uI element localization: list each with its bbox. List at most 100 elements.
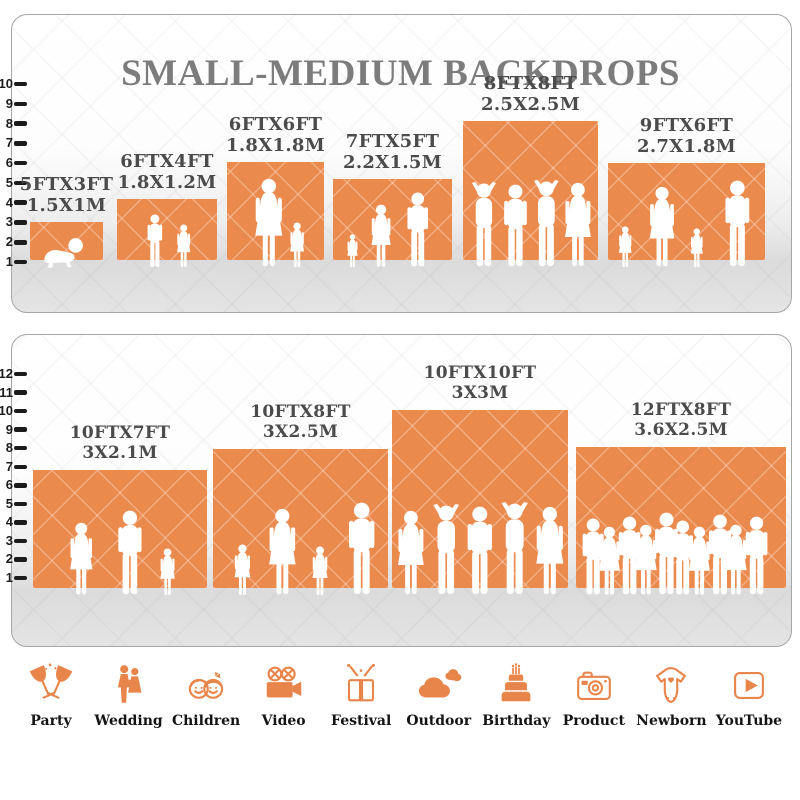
person-silhouette — [143, 214, 167, 268]
bar-size-m: 3X3M — [451, 382, 509, 403]
bar-size-m: 1.8X1.2M — [117, 171, 217, 193]
axis-tick-mark — [14, 575, 27, 581]
bar-size-m: 2.2X1.5M — [343, 151, 442, 173]
axis-tick-label: 6 — [5, 155, 13, 171]
bar-size-m: 1.8X1.8M — [226, 134, 325, 156]
category-youtube: YouTube — [712, 662, 786, 729]
bar-size-ft: 6FTX6FT — [228, 114, 323, 135]
bar-size-ft: 8FTX8FT — [483, 73, 578, 94]
children-icon — [188, 672, 224, 699]
bar-size-m: 1.5X1M — [26, 194, 107, 216]
bar-size-m: 3X2.5M — [262, 421, 339, 442]
person-silhouette — [249, 178, 289, 268]
category-party: Party — [14, 662, 88, 729]
youtube-icon — [733, 671, 764, 699]
axis-tick-label: 7 — [5, 458, 13, 474]
axis-tick-label: 10 — [0, 403, 13, 419]
video-icon — [266, 666, 301, 698]
axis-tick-mark — [14, 483, 27, 488]
category-label: Festival — [331, 713, 392, 729]
person-silhouette — [718, 180, 757, 268]
category-label: Video — [261, 713, 306, 729]
newborn-icon — [656, 667, 687, 703]
person-silhouette — [174, 224, 193, 268]
category-label: Birthday — [482, 713, 551, 729]
axis-tick-mark — [14, 427, 27, 432]
axis-tick-label: 3 — [5, 214, 13, 230]
axis-tick-mark — [14, 538, 27, 544]
axis-tick-mark — [14, 220, 27, 225]
bar-size-m: 3.6X2.5M — [634, 419, 728, 440]
axis-tick-label: 7 — [5, 135, 13, 151]
axis-tick-label: 1 — [5, 570, 13, 585]
person-silhouette — [111, 510, 149, 596]
bar-size-label: 9FTX6FT 2.7X1.8M — [605, 115, 769, 158]
bar-size-label: 10FTX7FT 3X2.1M — [38, 423, 202, 463]
axis-tick-mark — [14, 501, 27, 507]
bar-size-label: 6FTX4FT 1.8X1.2M — [85, 151, 249, 194]
bar-size-m: 2.5X2.5M — [481, 93, 580, 115]
axis-tick-mark — [14, 390, 27, 395]
person-silhouette — [345, 234, 360, 268]
person-silhouette — [341, 502, 382, 596]
bar-size-ft: 5FTX3FT — [19, 174, 114, 195]
category-product: Product — [557, 662, 631, 729]
bar-size-label: 8FTX8FT 2.5X2.5M — [449, 73, 613, 116]
person-silhouette — [263, 508, 302, 596]
birthday-icon — [501, 663, 531, 702]
axis-tick-label: 11 — [0, 384, 13, 400]
person-silhouette — [688, 228, 706, 268]
category-label: Newborn — [636, 713, 707, 729]
category-children: Children — [169, 662, 243, 729]
axis-tick-label: 5 — [5, 174, 13, 190]
bar-size-label: 5FTX3FT 1.5X1M — [0, 174, 149, 217]
person-silhouette — [616, 226, 634, 268]
axis-tick-mark — [14, 408, 27, 414]
axis-tick-label: 8 — [5, 115, 13, 131]
bar-size-m: 3X2.1M — [82, 442, 158, 463]
axis-tick-label: 4 — [5, 514, 13, 530]
category-festival: Festival — [324, 662, 398, 729]
axis-tick-label: 6 — [5, 477, 13, 493]
person-silhouette — [559, 182, 597, 268]
bar-size-label: 10FTX10FT 3X3M — [398, 363, 562, 403]
bar-size-ft: 12FTX8FT — [630, 400, 732, 420]
category-icon-row: Party Wedding Children Video Festival Ou… — [14, 662, 786, 729]
bar-size-label: 7FTX5FT 2.2X1.5M — [311, 131, 475, 174]
bar-size-label: 10FTX8FT 3X2.5M — [219, 402, 383, 442]
bar-size-label: 6FTX6FT 1.8X1.8M — [194, 114, 358, 157]
axis-tick-mark — [14, 371, 27, 377]
person-silhouette — [231, 544, 254, 596]
axis-tick-mark — [14, 141, 27, 146]
axis-tick-label: 4 — [5, 194, 13, 210]
backdrop-bar — [30, 222, 103, 260]
bar-size-ft: 10FTX8FT — [250, 402, 351, 422]
axis-tick-label: 5 — [5, 495, 13, 511]
bar-size-ft: 10FTX7FT — [69, 423, 171, 443]
axis-tick-mark — [14, 445, 27, 451]
person-silhouette — [40, 236, 87, 268]
category-wedding: Wedding — [92, 662, 166, 729]
axis-tick-mark — [14, 180, 27, 186]
category-label: YouTube — [715, 713, 783, 729]
bar-size-ft: 7FTX5FT — [345, 131, 440, 152]
axis-tick-label: 2 — [5, 234, 13, 250]
axis-tick-mark — [14, 240, 27, 245]
axis-tick-mark — [14, 259, 27, 265]
person-silhouette — [644, 186, 680, 268]
axis-tick-label: 9 — [5, 421, 13, 437]
bar-size-ft: 9FTX6FT — [639, 115, 734, 136]
person-silhouette — [309, 546, 331, 596]
bar-size-label: 12FTX8FT 3.6X2.5M — [599, 400, 763, 440]
bar-size-ft: 10FTX10FT — [423, 363, 537, 383]
category-label: Outdoor — [406, 713, 472, 729]
page-title: SMALL-MEDIUM BACKDROPS — [121, 52, 680, 94]
axis-tick-label: 8 — [5, 440, 13, 456]
person-silhouette — [739, 516, 774, 596]
bar-size-ft: 6FTX4FT — [120, 151, 214, 172]
axis-tick-label: 9 — [5, 95, 13, 111]
category-label: Party — [30, 713, 72, 729]
axis-tick-label: 2 — [5, 551, 13, 567]
category-video: Video — [247, 662, 321, 729]
